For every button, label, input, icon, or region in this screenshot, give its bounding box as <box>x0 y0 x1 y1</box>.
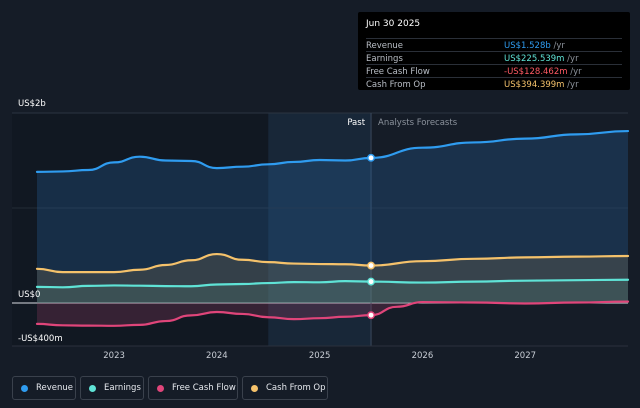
y-label-zero: US$0 <box>18 290 40 300</box>
tooltip-value: US$1.528b /yr <box>504 41 565 51</box>
legend-dot <box>157 384 164 392</box>
x-tick-label: 2024 <box>206 351 228 361</box>
legend-label: Cash From Op <box>266 383 326 393</box>
x-tick-label: 2023 <box>103 351 125 361</box>
series-area-cash-from-op <box>37 254 628 303</box>
tooltip-row-revenue: Revenue US$1.528b /yr <box>366 38 622 52</box>
tooltip-label: Revenue <box>366 41 404 51</box>
legend-item-revenue[interactable]: Revenue <box>12 376 76 400</box>
legend-dot <box>21 384 28 392</box>
series-line-cash-from-op <box>35 252 630 274</box>
series-area-free-cash-flow <box>37 301 628 326</box>
legend-label: Free Cash Flow <box>172 383 236 393</box>
series-line-free-cash-flow <box>35 300 630 327</box>
tooltip-value: US$394.399m /yr <box>504 80 579 90</box>
tooltip-row-cfo: Cash From Op US$394.399m /yr <box>366 77 622 91</box>
series-area-earnings <box>37 279 628 303</box>
forecast-label: Analysts Forecasts <box>378 118 458 128</box>
x-tick-label: 2025 <box>309 351 331 361</box>
tooltip-row-fcf: Free Cash Flow -US$128.462m /yr <box>366 64 622 78</box>
tooltip-value: US$225.539m /yr <box>504 54 579 64</box>
data-point-free-cash-flow <box>367 311 375 320</box>
chart: US$2b US$0 -US$400m Past Analysts Forecasts 2… <box>12 99 630 361</box>
legend-item-free-cash-flow[interactable]: Free Cash Flow <box>148 376 238 400</box>
legend-item-earnings[interactable]: Earnings <box>80 376 144 400</box>
legend-label: Revenue <box>36 383 74 393</box>
data-point-earnings <box>367 277 375 286</box>
series-line-revenue <box>35 129 630 173</box>
tooltip-row-earnings: Earnings US$225.539m /yr <box>366 51 622 65</box>
past-label: Past <box>347 118 365 128</box>
highlight-band <box>268 113 372 346</box>
y-label-top: US$2b <box>18 99 46 109</box>
tooltip-value: -US$128.462m /yr <box>504 67 582 77</box>
data-point-cash-from-op <box>367 261 375 270</box>
legend-dot <box>251 384 258 392</box>
legend-dot <box>89 384 96 392</box>
x-tick-label: 2026 <box>412 351 434 361</box>
x-tick-label: 2027 <box>514 351 536 361</box>
tooltip-label: Earnings <box>366 54 403 64</box>
tooltip-date: Jun 30 2025 <box>366 19 421 29</box>
tooltip-label: Free Cash Flow <box>366 67 430 77</box>
tooltip-label: Cash From Op <box>366 80 426 90</box>
legend-label: Earnings <box>104 383 141 393</box>
data-point-revenue <box>367 153 375 162</box>
legend-item-cash-from-op[interactable]: Cash From Op <box>242 376 328 400</box>
series-line-earnings <box>35 278 630 289</box>
legend: Revenue Earnings Free Cash Flow Cash Fro… <box>0 373 640 403</box>
tooltip: Jun 30 2025 Revenue US$1.528b /yr Earnin… <box>358 12 630 90</box>
y-label-bottom: -US$400m <box>18 334 63 344</box>
